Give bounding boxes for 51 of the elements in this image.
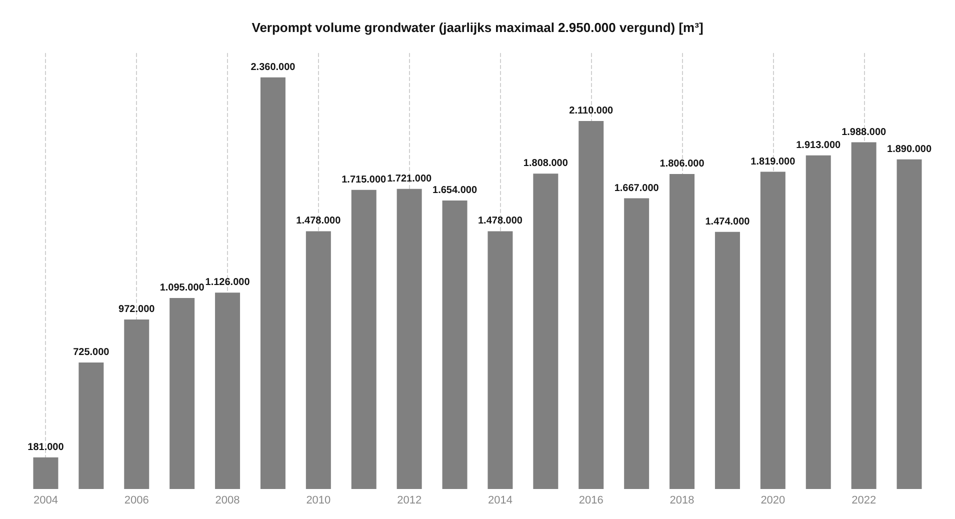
bar xyxy=(33,457,58,489)
data-label: 1.913.000 xyxy=(796,140,842,151)
data-label: 1.478.000 xyxy=(478,216,523,227)
data-label: 1.890.000 xyxy=(887,144,932,155)
bar xyxy=(760,172,786,489)
data-label: 1.474.000 xyxy=(705,216,750,228)
x-tick-label: 2018 xyxy=(670,494,694,506)
data-label: 1.721.000 xyxy=(387,173,432,184)
data-label: 972.000 xyxy=(118,304,156,315)
data-label: 181.000 xyxy=(28,442,64,453)
bar xyxy=(124,319,150,489)
x-tick-label: 2014 xyxy=(488,494,512,506)
bar xyxy=(170,298,195,489)
bar xyxy=(533,174,558,489)
x-tick-label: 2012 xyxy=(397,494,422,506)
x-tick-label: 2004 xyxy=(33,494,58,506)
bar xyxy=(260,77,286,489)
data-label: 1.654.000 xyxy=(432,185,478,196)
bar xyxy=(851,142,876,489)
x-tick-label: 2016 xyxy=(578,494,604,506)
x-tick-label: 2022 xyxy=(852,494,876,506)
data-label: 1.126.000 xyxy=(205,277,250,288)
x-tick-label: 2008 xyxy=(215,494,240,506)
data-label: 1.667.000 xyxy=(614,182,660,194)
bar xyxy=(442,200,468,489)
data-label: 1.095.000 xyxy=(160,282,205,294)
data-label: 1.715.000 xyxy=(342,174,387,186)
bar xyxy=(624,198,650,489)
bar xyxy=(714,232,740,489)
data-label: 2.360.000 xyxy=(250,62,296,73)
data-label: 1.988.000 xyxy=(842,126,886,138)
bar xyxy=(578,121,604,489)
bar xyxy=(306,231,331,489)
bar xyxy=(351,190,376,489)
bar xyxy=(78,362,104,489)
x-tick-label: 2020 xyxy=(760,494,786,506)
x-tick-label: 2010 xyxy=(306,494,331,506)
bar xyxy=(806,155,831,489)
bar xyxy=(396,188,422,489)
bar xyxy=(215,292,240,489)
data-label: 2.110.000 xyxy=(569,106,614,117)
data-label: 1.478.000 xyxy=(296,216,342,227)
bar xyxy=(488,231,513,489)
bar xyxy=(896,159,922,489)
bar xyxy=(670,174,695,489)
x-tick-label: 2006 xyxy=(124,494,149,506)
data-label: 1.806.000 xyxy=(660,158,705,170)
data-label: 1.808.000 xyxy=(523,158,568,170)
data-label: 725.000 xyxy=(73,347,110,358)
chart-title: Verpompt volume grondwater (jaarlijks maximaal 2.950.000 vergund) [m³] xyxy=(252,20,704,35)
data-label: 1.819.000 xyxy=(750,156,796,168)
